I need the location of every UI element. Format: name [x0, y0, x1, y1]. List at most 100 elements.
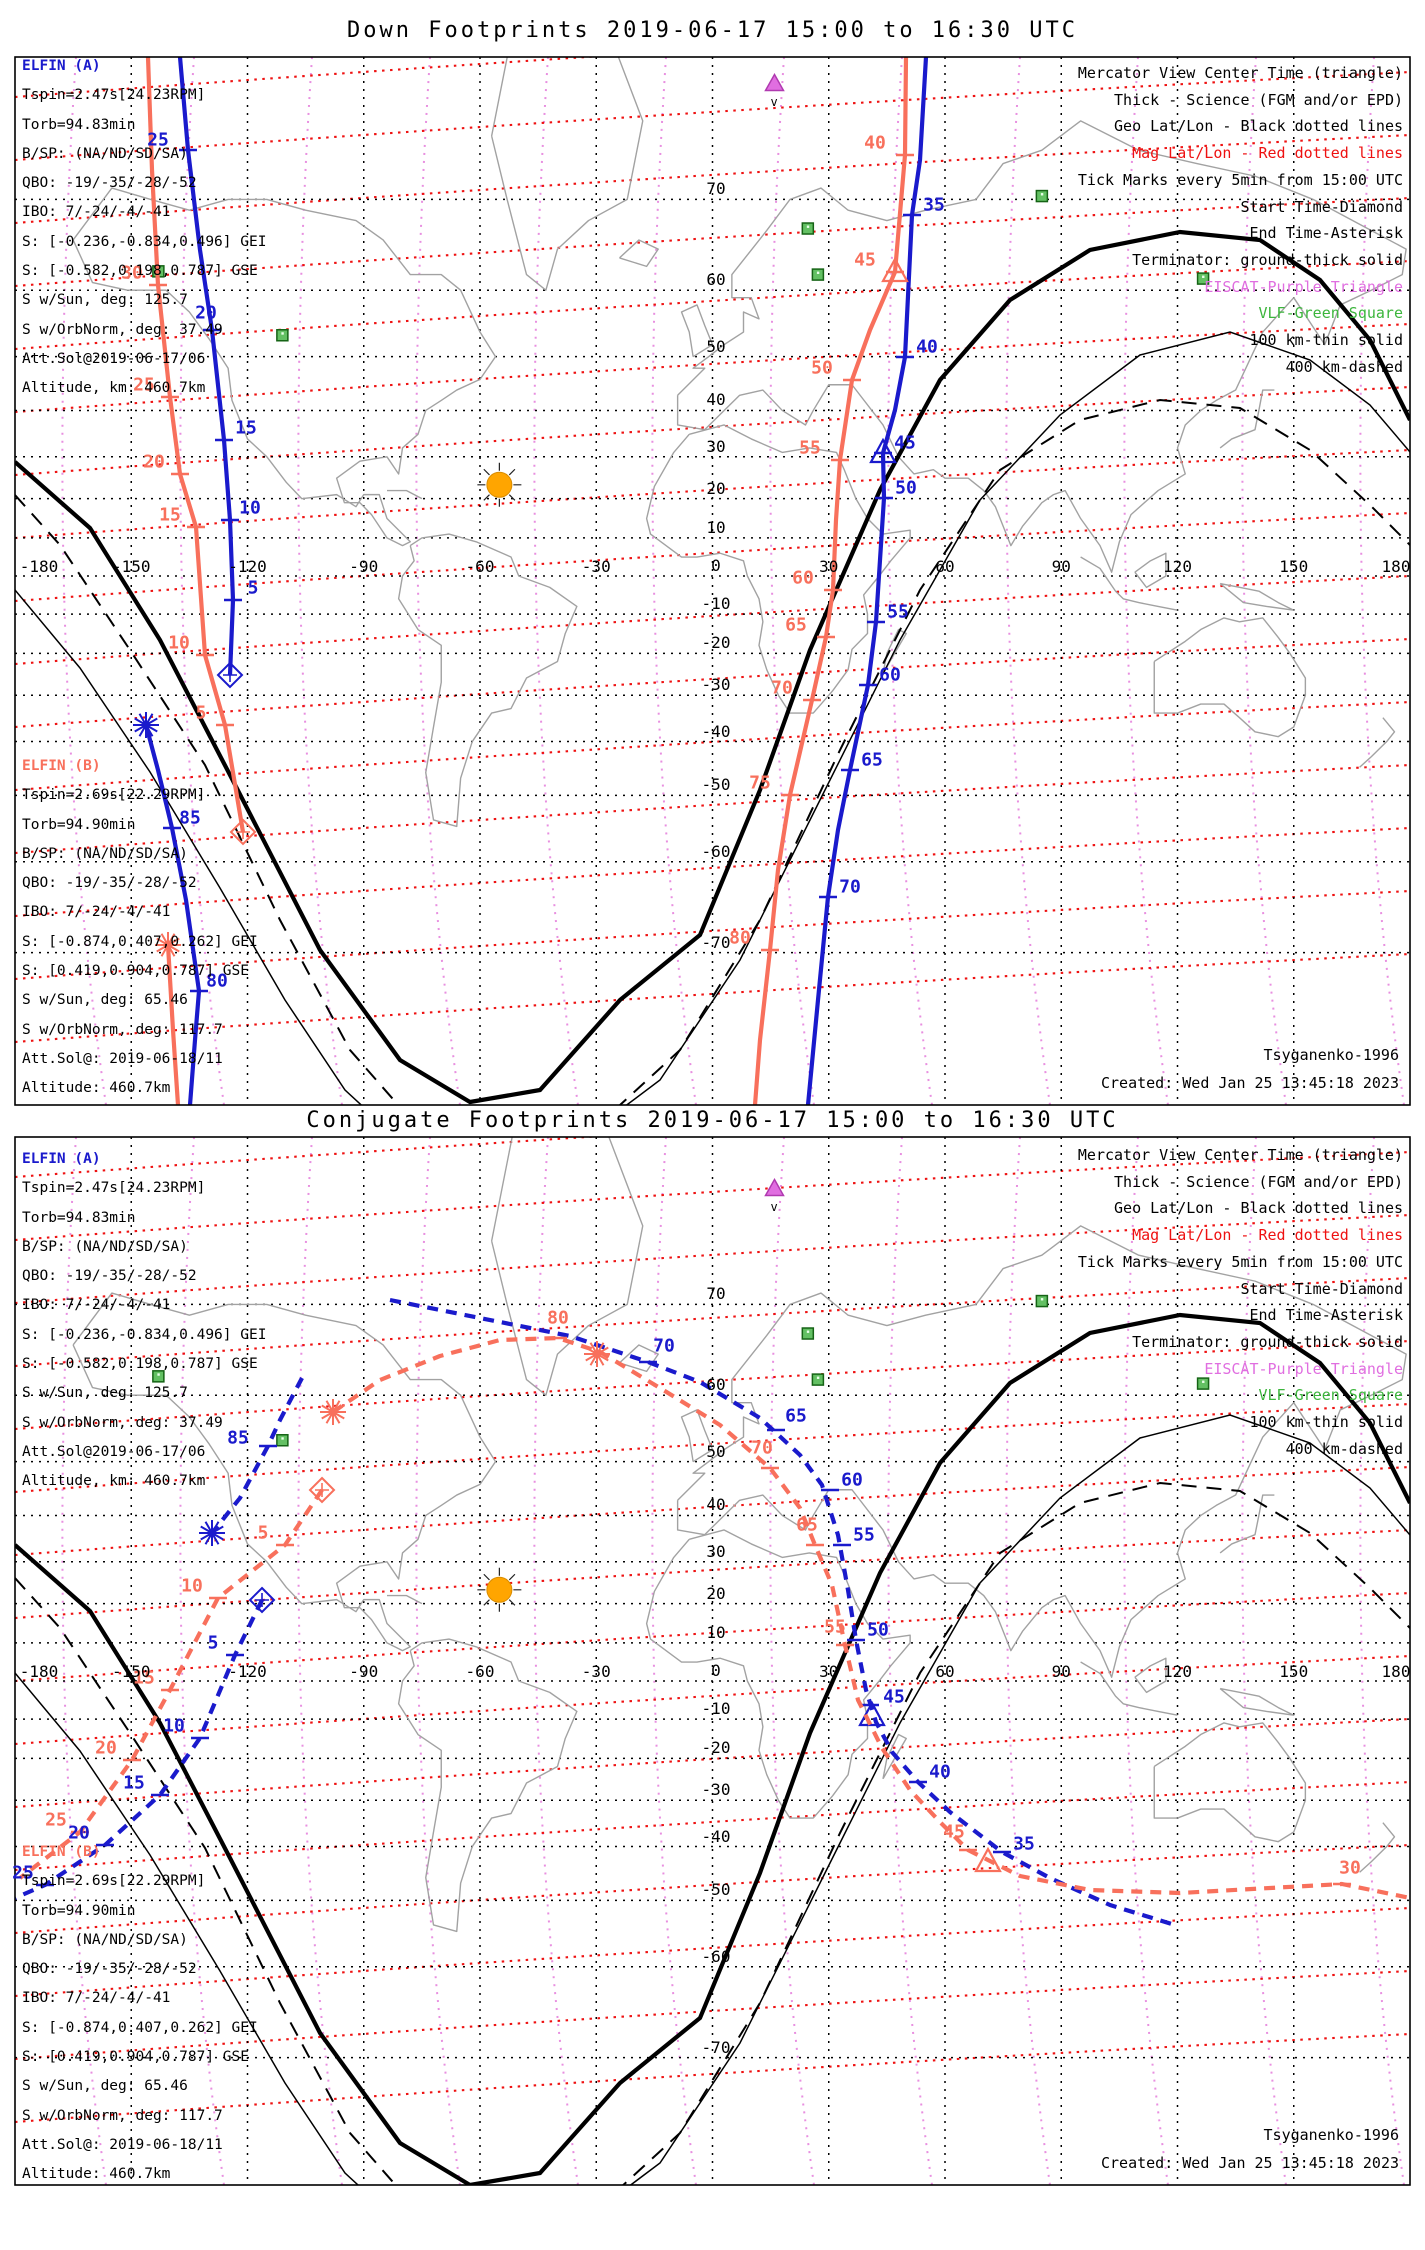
vlf-station-square — [276, 329, 289, 342]
right-legend-line: 100 km-thin solid — [1249, 331, 1403, 350]
lon-axis-label: -30 — [581, 557, 611, 576]
center-time-triangle-marker — [974, 1846, 1002, 1873]
lat-axis-label: 70 — [706, 1284, 726, 1304]
elfin-B-legend-line: Torb=94.90min — [22, 1902, 136, 1919]
coastline — [1134, 552, 1167, 589]
right-legend-line: Mag Lat/Lon - Red dotted lines — [1132, 1226, 1403, 1245]
elfin-B-legend-line: Att.Sol@: 2019-06-18/11 — [22, 2136, 223, 2153]
lat-axis-label: -40 — [701, 1826, 731, 1846]
lat-axis-label: 70 — [706, 179, 726, 199]
elfin-B-legend-line: S: [-0.874,0.407,0.262] GEI — [22, 933, 258, 950]
elfin-B-legend-title: ELFIN (B) — [22, 758, 101, 774]
elfin-B-legend-line: IBO: 7/-24/-4/-41 — [22, 904, 171, 921]
elfin-A-legend-line: Altitude, km: 460.7km — [22, 380, 206, 397]
coastline — [397, 1638, 578, 1933]
coastline — [676, 1225, 1407, 1678]
vlf-station-square — [801, 222, 815, 235]
lon-axis-label: 150 — [1279, 557, 1309, 576]
elfin-B-legend-line: Tspin=2.69s[22.29RPM] — [22, 787, 206, 804]
mag-lat-gridline — [15, 1654, 1410, 1746]
mag-lat-gridline — [15, 763, 1410, 855]
right-legend-line: EISCAT-Purple Triangle — [1204, 277, 1403, 296]
mag-lon-gridline — [651, 57, 697, 1105]
eiscat-station-triangle — [764, 72, 785, 92]
end-time-asterisk-marker — [320, 1399, 346, 1425]
model-label: Tsyganenko-1996 — [1263, 2126, 1399, 2144]
elfin-A-legend-line: QBO: -19/-35/-28/-52 — [22, 175, 197, 192]
minute-tick-label: 15 — [123, 1772, 145, 1794]
center-time-triangle-marker — [881, 256, 909, 283]
lat-axis-label: -20 — [701, 633, 731, 653]
diamond-cross — [315, 1483, 329, 1497]
lat-axis-label: 20 — [706, 478, 726, 498]
lat-axis-label: -70 — [701, 2037, 731, 2057]
panel-border — [14, 56, 1411, 1106]
lon-axis-label: 90 — [1051, 557, 1071, 576]
elfin-A-legend-line: S: [-0.582,0.198,0.787] GSE — [22, 263, 258, 280]
minute-tick-label: 65 — [861, 749, 883, 771]
eiscat-v-mark: v — [770, 1200, 778, 1215]
lon-axis-label: -90 — [349, 1662, 379, 1681]
mag-lat-gridline — [15, 57, 603, 99]
minute-tick-label: 65 — [796, 1514, 818, 1536]
coastline — [490, 57, 644, 291]
minute-tick-label: 80 — [729, 927, 751, 949]
coastline — [882, 1733, 907, 1780]
right-legend-line: Terminator: ground-thick solid — [1132, 250, 1403, 269]
elfin-B-legend-block: ELFIN (B) Tspin=2.69s[22.29RPM] Torb=94.90… — [22, 1838, 258, 2190]
minute-tick-label: 10 — [181, 1575, 203, 1597]
mag-lat-gridline — [15, 1780, 1410, 1872]
minute-tick-label: 25 — [133, 374, 155, 396]
minute-tick-label: 75 — [749, 772, 771, 794]
eiscat-v-mark: v — [770, 95, 778, 110]
lat-axis-label: 40 — [706, 390, 726, 410]
elfin-B-legend-line: QBO: -19/-35/-28/-52 — [22, 1961, 197, 1978]
vlf-square-dot — [281, 1437, 284, 1440]
mag-lat-gridline — [15, 1137, 603, 1179]
lat-axis-label: -10 — [701, 1699, 731, 1719]
coastline — [1219, 1494, 1275, 1554]
minute-tick-label: 5 — [257, 1522, 269, 1544]
right-legend-block: Mercator View Center Time (triangle) Thic… — [1078, 1142, 1403, 1462]
vlf-station-square — [811, 268, 825, 281]
elfin-B-track — [331, 1335, 1410, 1901]
lon-axis-label: -150 — [111, 557, 151, 576]
elfin-B-legend-line: B/SP: (NA/ND/SD/SA) — [22, 845, 188, 862]
panel-down — [15, 57, 1410, 1105]
minute-tick-label: 60 — [792, 567, 814, 589]
sun-icon — [486, 1576, 513, 1603]
vlf-station-square — [152, 1370, 165, 1383]
minute-tick-label: 55 — [799, 437, 821, 459]
lat-axis-label: 60 — [706, 1375, 726, 1395]
right-legend-block: Mercator View Center Time (triangle) Thic… — [1078, 60, 1403, 380]
elfin-A-legend-line: S w/Sun, deg: 125.7 — [22, 1385, 188, 1402]
panel-border — [14, 1136, 1411, 2186]
coastline — [619, 239, 659, 268]
elfin-A-legend-line: B/SP: (NA/ND/SD/SA) — [22, 145, 188, 162]
minute-tick-label: 35 — [923, 194, 945, 216]
vlf-square-dot — [806, 225, 810, 228]
minute-tick-label: 35 — [1013, 1833, 1035, 1855]
minute-tick-label: 70 — [771, 677, 793, 699]
vlf-square-dot — [806, 1330, 810, 1333]
vlf-square-dot — [281, 332, 284, 335]
lat-axis-label: 0 — [711, 556, 721, 575]
mag-lon-gridline — [769, 1137, 815, 2185]
lon-axis-label: -120 — [228, 1662, 267, 1681]
minute-tick-label: 20 — [95, 1737, 117, 1759]
minute-tick-label: 50 — [867, 1619, 889, 1641]
coastline — [645, 1529, 911, 1819]
vlf-station-square — [1035, 1294, 1049, 1308]
coastline — [680, 304, 714, 358]
minute-tick-label: 45 — [943, 1821, 965, 1843]
minute-tick-label: 20 — [143, 451, 165, 473]
mag-lat-gridline — [15, 826, 1410, 918]
elfin-A-legend-line: IBO: 7/-24/-4/-41 — [22, 1297, 171, 1314]
right-legend-line: Tick Marks every 5min from 15:00 UTC — [1077, 170, 1403, 189]
lon-axis-label: -120 — [228, 557, 267, 576]
elfin-B-legend-line: IBO: 7/-24/-4/-41 — [22, 1990, 171, 2007]
coastline — [1153, 617, 1307, 738]
start-time-diamond-marker — [308, 1476, 336, 1504]
elfin-A-track — [389, 1297, 1176, 1928]
coastline — [645, 424, 911, 714]
